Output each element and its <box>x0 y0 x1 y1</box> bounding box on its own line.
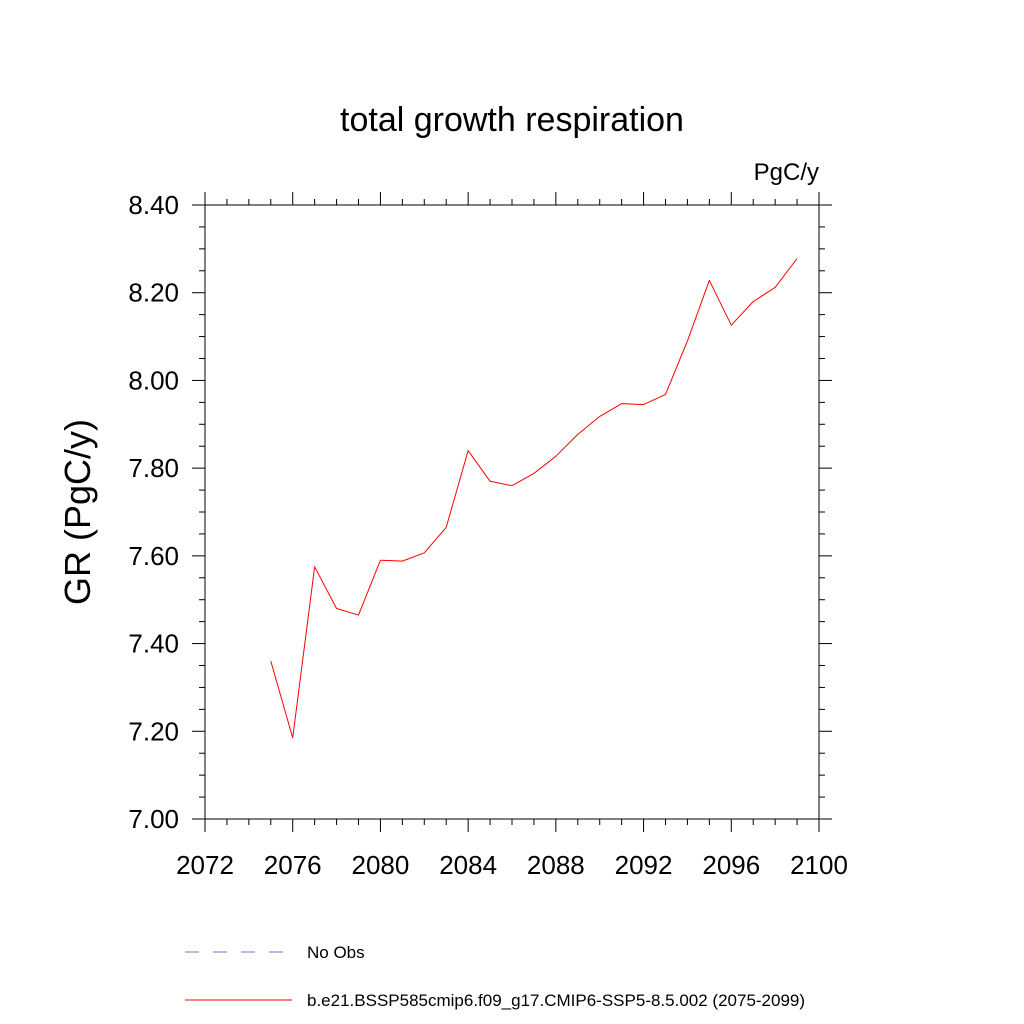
legend: No Obs b.e21.BSSP585cmip6.f09_g17.CMIP6-… <box>185 943 805 1010</box>
series-line <box>270 258 798 739</box>
y-tick-label: 7.20 <box>128 716 179 746</box>
axis-ticks <box>192 192 832 832</box>
x-tick-labels: 2072 2076 2080 2084 2088 2092 2096 2100 <box>176 850 848 880</box>
legend-label-model: b.e21.BSSP585cmip6.f09_g17.CMIP6-SSP5-8.… <box>307 991 805 1010</box>
x-tick-label: 2076 <box>264 850 322 880</box>
y-tick-label: 7.40 <box>128 629 179 659</box>
x-tick-label: 2100 <box>790 850 848 880</box>
y-tick-label: 7.00 <box>128 804 179 834</box>
legend-label-no-obs: No Obs <box>307 943 365 962</box>
units-label: PgC/y <box>754 159 819 186</box>
y-axis-label: GR (PgC/y) <box>57 419 98 605</box>
y-tick-label: 8.00 <box>128 365 179 395</box>
y-tick-label: 8.40 <box>128 190 179 220</box>
x-tick-label: 2084 <box>439 850 497 880</box>
plot-frame <box>204 204 820 820</box>
x-tick-label: 2080 <box>352 850 410 880</box>
y-tick-label: 7.80 <box>128 453 179 483</box>
x-tick-label: 2072 <box>176 850 234 880</box>
chart-title: total growth respiration <box>340 101 684 139</box>
series-group <box>270 258 798 739</box>
y-tick-labels: 7.00 7.20 7.40 7.60 7.80 8.00 8.20 8.40 <box>128 190 179 834</box>
y-tick-label: 7.60 <box>128 541 179 571</box>
x-tick-label: 2092 <box>615 850 673 880</box>
x-tick-label: 2088 <box>527 850 585 880</box>
y-tick-label: 8.20 <box>128 278 179 308</box>
x-tick-label: 2096 <box>702 850 760 880</box>
